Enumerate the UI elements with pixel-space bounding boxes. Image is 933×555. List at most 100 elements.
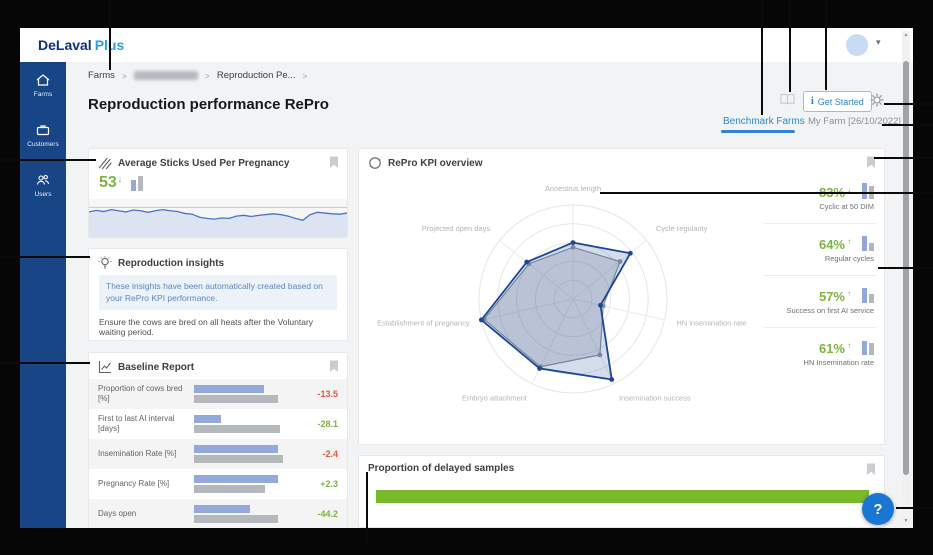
kpi-value: 61% — [818, 340, 845, 356]
baseline-row[interactable]: Days open -44.2 — [89, 499, 347, 528]
help-button[interactable]: ? — [862, 493, 894, 525]
card-average-sticks: Average Sticks Used Per Pregnancy 53 ↓ — [88, 148, 348, 238]
callout-line — [0, 159, 96, 161]
svg-text:Projected open days: Projected open days — [422, 224, 491, 233]
trend-down-icon: ↓ — [847, 185, 851, 194]
scroll-down-icon[interactable]: ▼ — [903, 518, 909, 524]
callout-line — [0, 256, 90, 258]
callout-line — [761, 0, 763, 115]
tab-benchmark-farms[interactable]: Benchmark Farms — [723, 116, 805, 127]
trend-up-icon: ↑ — [847, 289, 851, 298]
baseline-row-label: Pregnancy Rate [%] — [98, 478, 170, 488]
callout-line — [825, 0, 827, 90]
breadcrumb-repro[interactable]: Reproduction Pe... — [216, 70, 296, 81]
baseline-row[interactable]: First to last AI interval [days] -28.1 — [89, 409, 347, 439]
comparison-bars-icon — [862, 288, 874, 303]
card-reproduction-insights: Reproduction insights These insights hav… — [88, 248, 348, 341]
callout-line — [0, 362, 90, 364]
baseline-row-delta: +2.3 — [320, 479, 338, 489]
app-window: DeLavalPlus ▾ Farms Customers Users Farm… — [20, 28, 913, 528]
sidebar-item-label: Users — [34, 191, 52, 198]
kpi-value: 57% — [818, 289, 845, 304]
info-icon: i — [811, 96, 814, 107]
svg-text:HN insemination rate: HN insemination rate — [676, 319, 746, 328]
scroll-up-icon[interactable]: ▲ — [903, 32, 909, 38]
logo-delaval: DeLaval — [38, 37, 92, 53]
delayed-samples-bar — [376, 490, 869, 503]
sticks-icon — [98, 157, 112, 170]
breadcrumb-separator: > — [302, 70, 308, 81]
trend-down-icon: ↓ — [117, 174, 123, 184]
callout-line — [109, 0, 111, 70]
callout-line — [366, 472, 368, 542]
svg-text:Anoestrus length: Anoestrus length — [545, 184, 601, 193]
baseline-row-delta: -28.1 — [317, 419, 338, 429]
line-chart-icon — [98, 361, 111, 374]
kpi-block[interactable]: 83% ↓ Cyclic at 50 DIM — [764, 171, 876, 223]
comparison-bars-icon — [131, 176, 144, 191]
baseline-row-bars — [194, 445, 290, 463]
kpi-block[interactable]: 61% ↑ HN Insemination rate — [764, 327, 876, 379]
scrollbar[interactable]: ▲ ▼ — [902, 31, 910, 525]
card-title: Proportion of delayed samples — [368, 463, 515, 474]
comparison-bars-icon — [862, 340, 874, 355]
sidebar-item-farms[interactable]: Farms — [34, 72, 52, 98]
baseline-row[interactable]: Insemination Rate [%] -2.4 — [89, 439, 347, 469]
card-title: Average Sticks Used Per Pregnancy — [118, 157, 290, 169]
bookmark-icon[interactable] — [866, 156, 876, 169]
baseline-row-label: First to last AI interval [days] — [98, 413, 175, 433]
library-icon[interactable] — [780, 93, 795, 106]
breadcrumb-farm-name-redacted[interactable] — [133, 71, 198, 80]
breadcrumb-farms[interactable]: Farms — [88, 70, 115, 81]
sticks-area-chart — [89, 199, 347, 237]
card-title: Baseline Report — [118, 361, 195, 373]
chevron-down-icon[interactable]: ▾ — [876, 37, 881, 47]
get-started-label: Get Started — [817, 96, 864, 107]
baseline-row[interactable]: Proportion of cows bred [%] -13.5 — [89, 379, 347, 409]
page-title: Reproduction performance RePro — [88, 96, 329, 113]
trend-up-icon: ↑ — [847, 237, 851, 246]
gear-icon[interactable] — [870, 93, 884, 107]
kpi-value: 64% — [818, 237, 845, 252]
card-baseline-report: Baseline Report Proportion of cows bred … — [88, 352, 348, 528]
bookmark-icon[interactable] — [866, 463, 876, 476]
active-tab-underline — [721, 130, 795, 133]
baseline-row-bars — [194, 475, 290, 493]
bookmark-icon[interactable] — [329, 360, 339, 373]
kpi-label: HN Insemination rate — [803, 357, 874, 367]
baseline-row-label: Days open — [98, 508, 137, 518]
cycle-icon — [369, 157, 381, 169]
kpi-block[interactable]: 64% ↑ Regular cycles — [764, 223, 876, 275]
kpi-label: Cyclic at 50 DIM — [819, 202, 874, 211]
top-bar: DeLavalPlus ▾ — [20, 28, 913, 62]
callout-line — [882, 124, 933, 126]
sidebar-item-users[interactable]: Users — [34, 172, 52, 198]
baseline-row-label: Insemination Rate [%] — [98, 448, 177, 458]
baseline-row-bars — [194, 505, 290, 523]
avatar[interactable] — [846, 34, 868, 56]
lightbulb-icon — [98, 256, 112, 269]
kpi-label: Success on first AI service — [786, 306, 874, 315]
repro-kpi-radar-chart: Anoestrus length Cycle regularity HN insem… — [377, 184, 746, 403]
users-icon — [36, 174, 50, 185]
insights-body-text: Ensure the cows are bred on all heats af… — [99, 317, 314, 337]
insights-highlight-box: These insights have been automatically c… — [99, 275, 337, 310]
get-started-button[interactable]: i Get Started — [803, 91, 872, 112]
breadcrumb: Farms > > Reproduction Pe... > — [88, 70, 308, 81]
tab-my-farm[interactable]: My Farm [26/10/2022] — [808, 116, 901, 127]
customers-icon — [36, 125, 50, 136]
card-delayed-samples: Proportion of delayed samples — [358, 455, 885, 528]
baseline-row-delta: -2.4 — [322, 449, 338, 459]
sidebar-item-label: Farms — [33, 91, 53, 98]
farms-icon — [36, 74, 50, 86]
callout-line — [896, 507, 933, 509]
callout-line — [600, 192, 933, 194]
svg-text:Establishment of pregnancy: Establishment of pregnancy — [377, 319, 470, 328]
baseline-row[interactable]: Pregnancy Rate [%] +2.3 — [89, 469, 347, 499]
comparison-bars-icon — [862, 183, 874, 199]
kpi-block[interactable]: 57% ↑ Success on first AI service — [764, 275, 876, 327]
delayed-samples-bar-track — [376, 490, 869, 503]
bookmark-icon[interactable] — [329, 156, 339, 169]
sidebar-item-customers[interactable]: Customers — [27, 122, 59, 148]
baseline-rows: Proportion of cows bred [%] -13.5 First to… — [89, 379, 347, 528]
